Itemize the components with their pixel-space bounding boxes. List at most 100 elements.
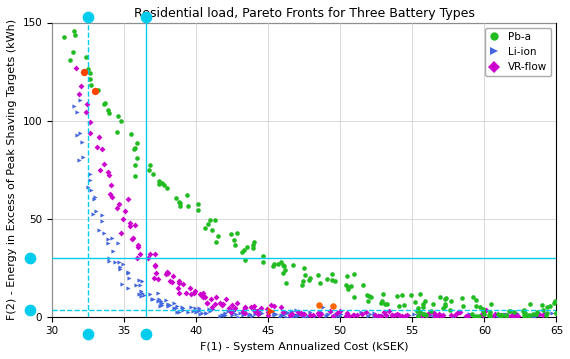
Point — [75, 97, 84, 103]
Point — [232, 230, 241, 236]
Point — [514, 313, 523, 319]
Point — [512, 310, 521, 316]
Point — [406, 292, 416, 298]
Point — [153, 298, 162, 304]
Point — [176, 200, 185, 206]
Point — [442, 295, 451, 300]
Point — [545, 303, 555, 308]
Point — [422, 312, 431, 317]
Point — [151, 252, 160, 257]
Point — [342, 313, 351, 318]
Point — [362, 292, 371, 298]
Point — [315, 280, 324, 286]
Point — [218, 301, 227, 307]
Point — [115, 201, 124, 207]
Point — [221, 310, 230, 316]
Point — [135, 278, 144, 283]
Point — [468, 294, 477, 300]
Point — [137, 278, 146, 284]
Point — [363, 298, 372, 304]
Point — [343, 284, 352, 290]
Point — [413, 312, 422, 318]
Point — [430, 313, 439, 319]
Point — [292, 313, 302, 318]
Point — [530, 314, 539, 320]
Point — [421, 312, 430, 318]
Point — [465, 312, 474, 318]
Point — [519, 307, 528, 313]
Point — [205, 217, 214, 223]
Point — [387, 312, 396, 318]
Point — [430, 310, 439, 316]
Point — [308, 312, 317, 318]
Point — [479, 312, 488, 318]
Point — [239, 309, 248, 315]
Point — [502, 313, 511, 319]
Point — [453, 310, 462, 316]
Point — [501, 312, 510, 318]
Point — [226, 232, 235, 237]
Point — [268, 264, 278, 269]
Point — [110, 259, 119, 265]
Point — [414, 306, 423, 311]
Point — [306, 275, 315, 281]
Point — [536, 312, 545, 318]
Point — [193, 201, 202, 207]
Point — [369, 313, 378, 318]
Point — [496, 313, 505, 319]
Point — [299, 278, 308, 284]
Point — [97, 146, 106, 152]
Title: Residential load, Pareto Fronts for Three Battery Types: Residential load, Pareto Fronts for Thre… — [134, 7, 475, 20]
Point — [438, 306, 447, 311]
Point — [484, 312, 494, 318]
Point — [71, 65, 80, 70]
Point — [132, 255, 141, 261]
Point — [124, 270, 133, 276]
Point — [162, 298, 171, 303]
Point — [471, 303, 480, 309]
Point — [113, 113, 123, 119]
Point — [531, 311, 540, 317]
Point — [382, 313, 392, 319]
Point — [108, 195, 117, 200]
Point — [287, 309, 296, 315]
Point — [287, 308, 296, 313]
Point — [331, 311, 340, 317]
Point — [148, 296, 157, 302]
Point — [446, 298, 455, 304]
Point — [537, 302, 546, 308]
Point — [105, 258, 114, 264]
Point — [375, 312, 384, 317]
Point — [280, 267, 290, 272]
Point — [418, 313, 427, 319]
Point — [173, 285, 182, 290]
Point — [332, 310, 341, 316]
Point — [420, 311, 429, 317]
Point — [86, 177, 95, 183]
Point — [124, 269, 133, 275]
Point — [548, 310, 557, 316]
Point — [485, 313, 494, 319]
Point — [294, 309, 303, 315]
Point — [120, 208, 129, 214]
Point — [470, 314, 479, 320]
Point — [218, 312, 227, 317]
Point — [396, 313, 405, 319]
Point — [186, 291, 195, 297]
Point — [215, 313, 225, 319]
Point — [467, 312, 477, 317]
Point — [79, 154, 88, 160]
Point — [183, 203, 192, 209]
Point — [235, 310, 245, 316]
Point — [440, 301, 449, 307]
Point — [532, 309, 541, 315]
Point — [316, 309, 325, 315]
Point — [535, 311, 544, 317]
Point — [280, 311, 290, 316]
Point — [86, 70, 95, 76]
Point — [510, 309, 519, 314]
Point — [131, 223, 140, 228]
Point — [393, 312, 402, 317]
Point — [270, 312, 279, 318]
Point — [200, 294, 209, 300]
